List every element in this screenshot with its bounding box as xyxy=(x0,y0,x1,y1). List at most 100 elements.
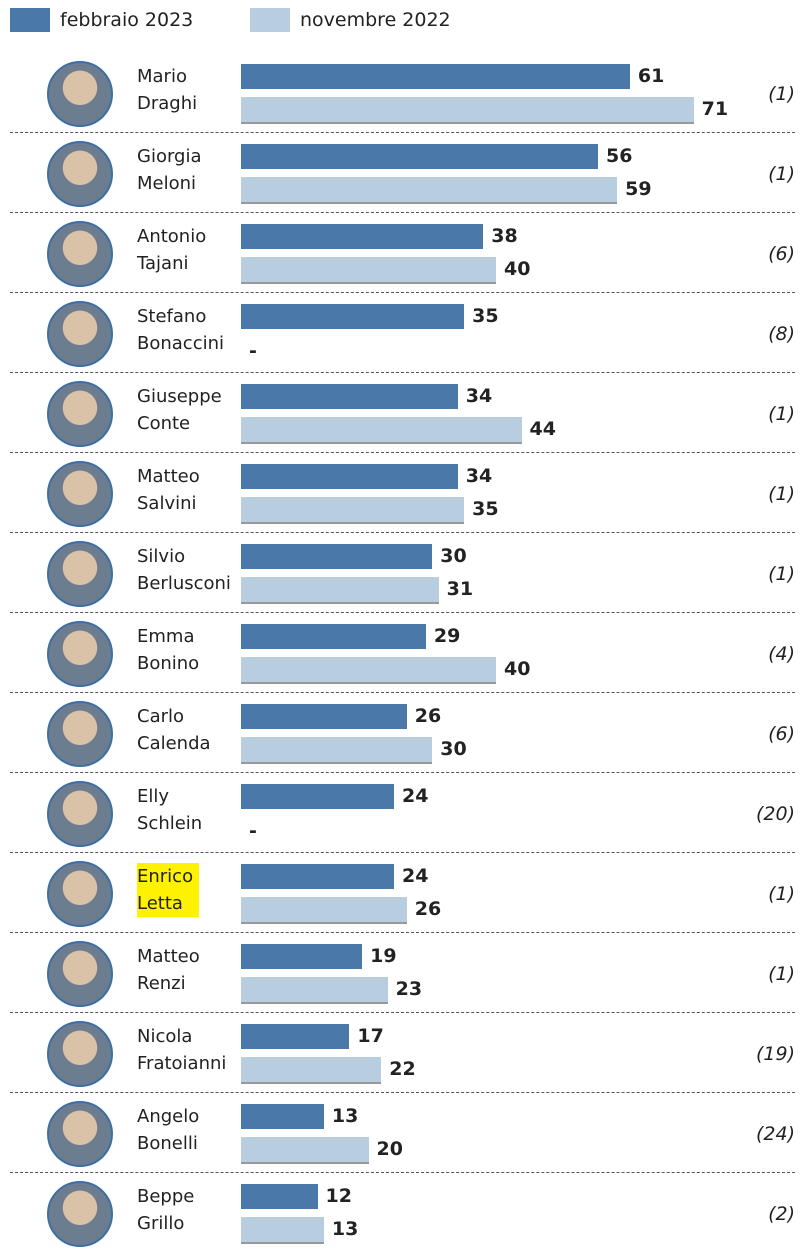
separator xyxy=(10,212,795,213)
bar xyxy=(241,1137,369,1162)
side-label: (19) xyxy=(715,1042,795,1066)
side-label: (4) xyxy=(715,642,795,666)
side-label: (20) xyxy=(715,802,795,826)
bar xyxy=(241,784,394,809)
separator xyxy=(10,372,795,373)
name-label: Giuseppe Conte xyxy=(137,383,247,437)
separator xyxy=(10,772,795,773)
separator xyxy=(10,1092,795,1093)
photo xyxy=(47,1021,113,1087)
value-label: 17 xyxy=(357,1024,383,1049)
photo xyxy=(47,701,113,767)
bar xyxy=(241,577,439,602)
legend-swatch xyxy=(10,8,50,32)
legend-swatch xyxy=(250,8,290,32)
name-label: Matteo Renzi xyxy=(137,943,247,997)
value-label: 44 xyxy=(530,417,556,442)
side-label: (1) xyxy=(715,482,795,506)
value-label: - xyxy=(249,819,257,844)
bar xyxy=(241,1217,324,1242)
photo xyxy=(47,781,113,847)
value-label: 26 xyxy=(415,704,441,729)
photo xyxy=(47,941,113,1007)
separator xyxy=(10,132,795,133)
separator xyxy=(10,1172,795,1173)
separator xyxy=(10,292,795,293)
photo xyxy=(47,1101,113,1167)
name-label: Antonio Tajani xyxy=(137,223,247,277)
bar xyxy=(241,897,407,922)
name-label: Angelo Bonelli xyxy=(137,1103,247,1157)
bar xyxy=(241,177,617,202)
value-label: 31 xyxy=(447,577,473,602)
bar xyxy=(241,224,483,249)
value-label: 38 xyxy=(491,224,517,249)
name-label: Enrico Letta xyxy=(137,863,247,917)
name-label: Mario Draghi xyxy=(137,63,247,117)
photo xyxy=(47,1181,113,1247)
side-label: (8) xyxy=(715,322,795,346)
bar xyxy=(241,64,630,89)
value-label: 24 xyxy=(402,864,428,889)
page: {"chart_data": {"type": "bar", "orientat… xyxy=(0,0,802,1252)
bar xyxy=(241,944,362,969)
value-label: 34 xyxy=(466,464,492,489)
value-label: 20 xyxy=(377,1137,403,1162)
bar xyxy=(241,97,694,122)
side-label: (1) xyxy=(715,162,795,186)
side-label: (1) xyxy=(715,402,795,426)
bar xyxy=(241,384,458,409)
value-label: 35 xyxy=(472,497,498,522)
name-label: Carlo Calenda xyxy=(137,703,247,757)
bar xyxy=(241,464,458,489)
bar xyxy=(241,624,426,649)
legend-label: novembre 2022 xyxy=(300,8,451,32)
separator xyxy=(10,612,795,613)
side-label: (1) xyxy=(715,82,795,106)
value-label: 12 xyxy=(326,1184,352,1209)
value-label: 40 xyxy=(504,657,530,682)
side-label: (24) xyxy=(715,1122,795,1146)
bar xyxy=(241,1104,324,1129)
value-label: 13 xyxy=(332,1217,358,1242)
name-label: Giorgia Meloni xyxy=(137,143,247,197)
photo xyxy=(47,461,113,527)
side-label: (6) xyxy=(715,722,795,746)
legend-label: febbraio 2023 xyxy=(60,8,193,32)
value-label: 59 xyxy=(625,177,651,202)
name-label: Matteo Salvini xyxy=(137,463,247,517)
name-label: Beppe Grillo xyxy=(137,1183,247,1237)
value-label: 19 xyxy=(370,944,396,969)
photo xyxy=(47,221,113,287)
value-label: 35 xyxy=(472,304,498,329)
value-label: 34 xyxy=(466,384,492,409)
value-label: 61 xyxy=(638,64,664,89)
side-label: (1) xyxy=(715,962,795,986)
photo xyxy=(47,861,113,927)
bar xyxy=(241,657,496,682)
bar xyxy=(241,417,522,442)
value-label: 40 xyxy=(504,257,530,282)
separator xyxy=(10,1012,795,1013)
side-label: (2) xyxy=(715,1202,795,1226)
separator xyxy=(10,452,795,453)
bar xyxy=(241,1057,381,1082)
photo xyxy=(47,141,113,207)
value-label: 24 xyxy=(402,784,428,809)
value-label: - xyxy=(249,339,257,364)
separator xyxy=(10,692,795,693)
bar xyxy=(241,737,432,762)
side-label: (1) xyxy=(715,562,795,586)
bar xyxy=(241,704,407,729)
photo xyxy=(47,61,113,127)
value-label: 29 xyxy=(434,624,460,649)
photo xyxy=(47,381,113,447)
side-label: (6) xyxy=(715,242,795,266)
separator xyxy=(10,852,795,853)
name-label: Emma Bonino xyxy=(137,623,247,677)
bar xyxy=(241,977,388,1002)
value-label: 23 xyxy=(396,977,422,1002)
bar xyxy=(241,544,432,569)
value-label: 22 xyxy=(389,1057,415,1082)
bar xyxy=(241,864,394,889)
